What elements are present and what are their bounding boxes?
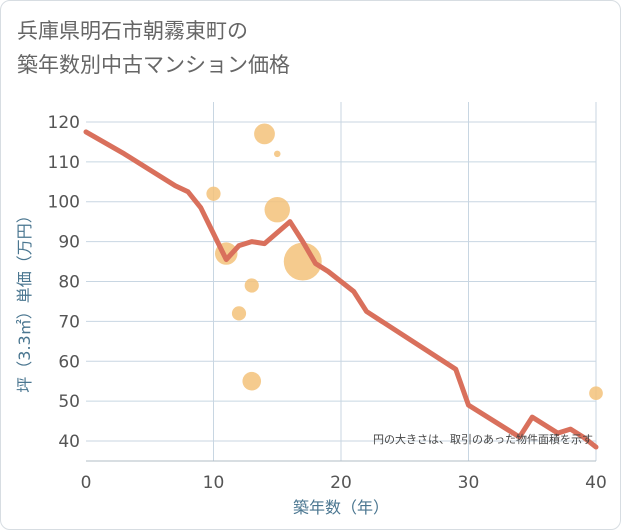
x-axis-label: 築年数（年） (293, 498, 389, 517)
y-tick-label: 50 (58, 392, 80, 412)
bubble-point (206, 186, 221, 201)
bubble-size-note: 円の大きさは、取引のあった物件面積を示す (373, 432, 593, 446)
y-tick-label: 70 (58, 312, 80, 332)
bubble-point (254, 123, 275, 145)
y-tick-label: 90 (58, 233, 80, 253)
y-axis-ticks: 40 50 60 70 80 90 100 110 120 (48, 113, 80, 452)
y-axis-label: 坪（3.3㎡）単価（万円） (15, 207, 34, 392)
bubble-point (242, 371, 262, 391)
y-tick-label: 40 (58, 432, 80, 452)
y-tick-label: 110 (48, 153, 80, 173)
bubble-point (264, 196, 290, 223)
y-tick-label: 100 (48, 193, 80, 213)
x-axis-ticks: 0 10 20 30 40 (81, 473, 607, 493)
chart-title: 兵庫県明石市朝霧東町の 築年数別中古マンション価格 (17, 14, 290, 82)
x-tick-label: 0 (81, 473, 92, 493)
x-tick-label: 40 (585, 473, 607, 493)
chart-title-line2: 築年数別中古マンション価格 (17, 53, 290, 77)
bubble-point (244, 278, 259, 293)
bubble-point (273, 150, 281, 158)
trend-series (83, 129, 599, 450)
x-tick-label: 30 (458, 473, 480, 493)
y-tick-label: 120 (48, 113, 80, 133)
bubble-point (589, 386, 603, 401)
x-tick-label: 10 (203, 473, 225, 493)
trend-line (83, 129, 599, 450)
y-tick-label: 80 (58, 273, 80, 293)
horizontal-gridlines (86, 121, 596, 442)
bubble-point (231, 306, 247, 321)
bubble-series (206, 123, 603, 401)
y-tick-label: 60 (58, 352, 80, 372)
x-tick-label: 20 (330, 473, 352, 493)
chart-title-line1: 兵庫県明石市朝霧東町の (17, 19, 248, 43)
bubble-point (283, 242, 322, 281)
